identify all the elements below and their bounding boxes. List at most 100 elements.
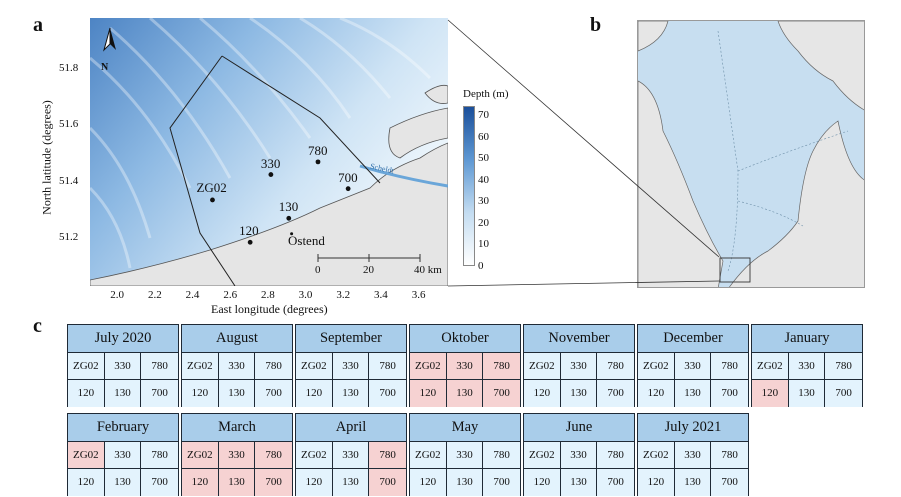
month-header: November bbox=[524, 325, 634, 353]
continent-land bbox=[729, 120, 864, 287]
station-cell: 780 bbox=[597, 353, 634, 380]
station-cell: 780 bbox=[711, 353, 748, 380]
station-cell: 120 bbox=[182, 380, 219, 407]
station-cell: 700 bbox=[825, 380, 862, 407]
station-label-130: 130 bbox=[278, 199, 299, 215]
station-cell: 130 bbox=[332, 469, 370, 496]
x-tick-label: 2.6 bbox=[223, 289, 238, 301]
month-header: December bbox=[638, 325, 748, 353]
station-marker-120 bbox=[247, 239, 253, 245]
station-cell: 330 bbox=[332, 353, 370, 380]
station-label-780: 780 bbox=[307, 142, 328, 158]
x-tick-label: 2.4 bbox=[185, 289, 200, 301]
station-cell: 780 bbox=[141, 442, 178, 469]
y-tick-label: 51.2 bbox=[59, 231, 79, 244]
panel-label-b: b bbox=[590, 14, 602, 36]
station-marker-330 bbox=[268, 172, 274, 177]
month-block: March ZG02 330 780 120 130 700 bbox=[181, 413, 293, 496]
station-cell: 780 bbox=[141, 353, 178, 380]
station-cell: ZG02 bbox=[410, 353, 447, 380]
y-tick-label: 51.6 bbox=[59, 118, 79, 131]
month-block: January ZG02 330 780 120 130 700 bbox=[751, 324, 863, 407]
north-sea-map-svg bbox=[638, 21, 864, 287]
station-cell: 780 bbox=[369, 353, 406, 380]
station-cell: 780 bbox=[483, 353, 520, 380]
y-tick-label: 51.4 bbox=[59, 174, 79, 187]
depth-legend-tick: 10 bbox=[478, 238, 489, 251]
month-block: December ZG02 330 780 120 130 700 bbox=[637, 324, 749, 407]
north-label: N bbox=[101, 62, 109, 73]
station-label-330: 330 bbox=[260, 155, 281, 171]
station-marker-130 bbox=[286, 215, 292, 221]
station-cell: 120 bbox=[638, 469, 675, 496]
station-cell: 130 bbox=[218, 469, 256, 496]
station-cell: 330 bbox=[104, 353, 142, 380]
station-label-700: 700 bbox=[338, 169, 358, 185]
station-cell: 330 bbox=[446, 353, 484, 380]
station-cell: 700 bbox=[483, 380, 520, 407]
month-header: July 2021 bbox=[638, 414, 748, 442]
month-block: February ZG02 330 780 120 130 700 bbox=[67, 413, 179, 496]
depth-legend-tick: 0 bbox=[478, 260, 484, 272]
station-cell: 120 bbox=[524, 380, 561, 407]
station-cell: 700 bbox=[141, 469, 178, 496]
scale-tick-0: 0 bbox=[315, 264, 321, 276]
station-cell: 700 bbox=[141, 380, 178, 407]
station-marker-780 bbox=[315, 159, 321, 165]
depth-legend-title: Depth (m) bbox=[463, 88, 509, 100]
station-cell: ZG02 bbox=[296, 442, 333, 469]
station-cell: ZG02 bbox=[296, 353, 333, 380]
station-cell: ZG02 bbox=[182, 353, 219, 380]
x-tick-label: 2.8 bbox=[261, 289, 275, 301]
x-tick-label: 2.2 bbox=[147, 289, 162, 301]
station-cell: 330 bbox=[332, 442, 370, 469]
station-cell: 780 bbox=[255, 353, 292, 380]
month-block: July 2020 ZG02 330 780 120 130 700 bbox=[67, 324, 179, 407]
eez-boundaries bbox=[717, 30, 849, 272]
inset-connector-lines bbox=[447, 19, 720, 287]
station-cell: 120 bbox=[296, 380, 333, 407]
month-block: May ZG02 330 780 120 130 700 bbox=[409, 413, 521, 496]
station-cell: 700 bbox=[711, 380, 748, 407]
x-tick-label: 3.6 bbox=[411, 289, 426, 301]
station-cell: ZG02 bbox=[638, 353, 675, 380]
station-cell: 130 bbox=[560, 380, 598, 407]
station-marker-700 bbox=[345, 186, 351, 192]
station-cell: 120 bbox=[524, 469, 561, 496]
month-header: Oktober bbox=[410, 325, 520, 353]
station-cell: 130 bbox=[332, 380, 370, 407]
month-header: September bbox=[296, 325, 406, 353]
station-cell: 700 bbox=[255, 469, 292, 496]
station-cell: 120 bbox=[296, 469, 333, 496]
month-block: July 2021 ZG02 330 780 120 130 700 bbox=[637, 413, 749, 496]
station-label-ZG02: ZG02 bbox=[196, 179, 227, 195]
station-markers bbox=[210, 159, 351, 245]
x-tick-label: 3.2 bbox=[336, 289, 351, 301]
scale-tick-20: 20 bbox=[363, 264, 374, 276]
boundary-polygon bbox=[169, 55, 381, 286]
station-cell: 780 bbox=[369, 442, 406, 469]
x-tick-label: 3.4 bbox=[374, 289, 388, 301]
month-block: Oktober ZG02 330 780 120 130 700 bbox=[409, 324, 521, 407]
depth-legend-tick: 20 bbox=[478, 216, 489, 229]
station-cell: ZG02 bbox=[638, 442, 675, 469]
panel-label-c: c bbox=[33, 315, 42, 337]
sandbank-ridges bbox=[90, 18, 432, 269]
scale-bar bbox=[317, 254, 421, 262]
station-cell: 120 bbox=[752, 380, 789, 407]
ostend-label: Ostend bbox=[288, 233, 325, 248]
station-cell: 330 bbox=[560, 353, 598, 380]
month-header: July 2020 bbox=[68, 325, 178, 353]
month-header: February bbox=[68, 414, 178, 442]
station-marker-ZG02 bbox=[210, 197, 215, 203]
great-britain-land bbox=[638, 80, 724, 287]
ostend-marker bbox=[290, 232, 294, 236]
station-cell: 120 bbox=[410, 380, 447, 407]
station-cell: 330 bbox=[218, 353, 256, 380]
scotland-north-land bbox=[638, 21, 669, 52]
station-cell: 130 bbox=[788, 380, 826, 407]
station-cell: 700 bbox=[369, 469, 406, 496]
station-cell: 130 bbox=[674, 380, 712, 407]
station-cell: 130 bbox=[446, 380, 484, 407]
station-cell: 120 bbox=[182, 469, 219, 496]
